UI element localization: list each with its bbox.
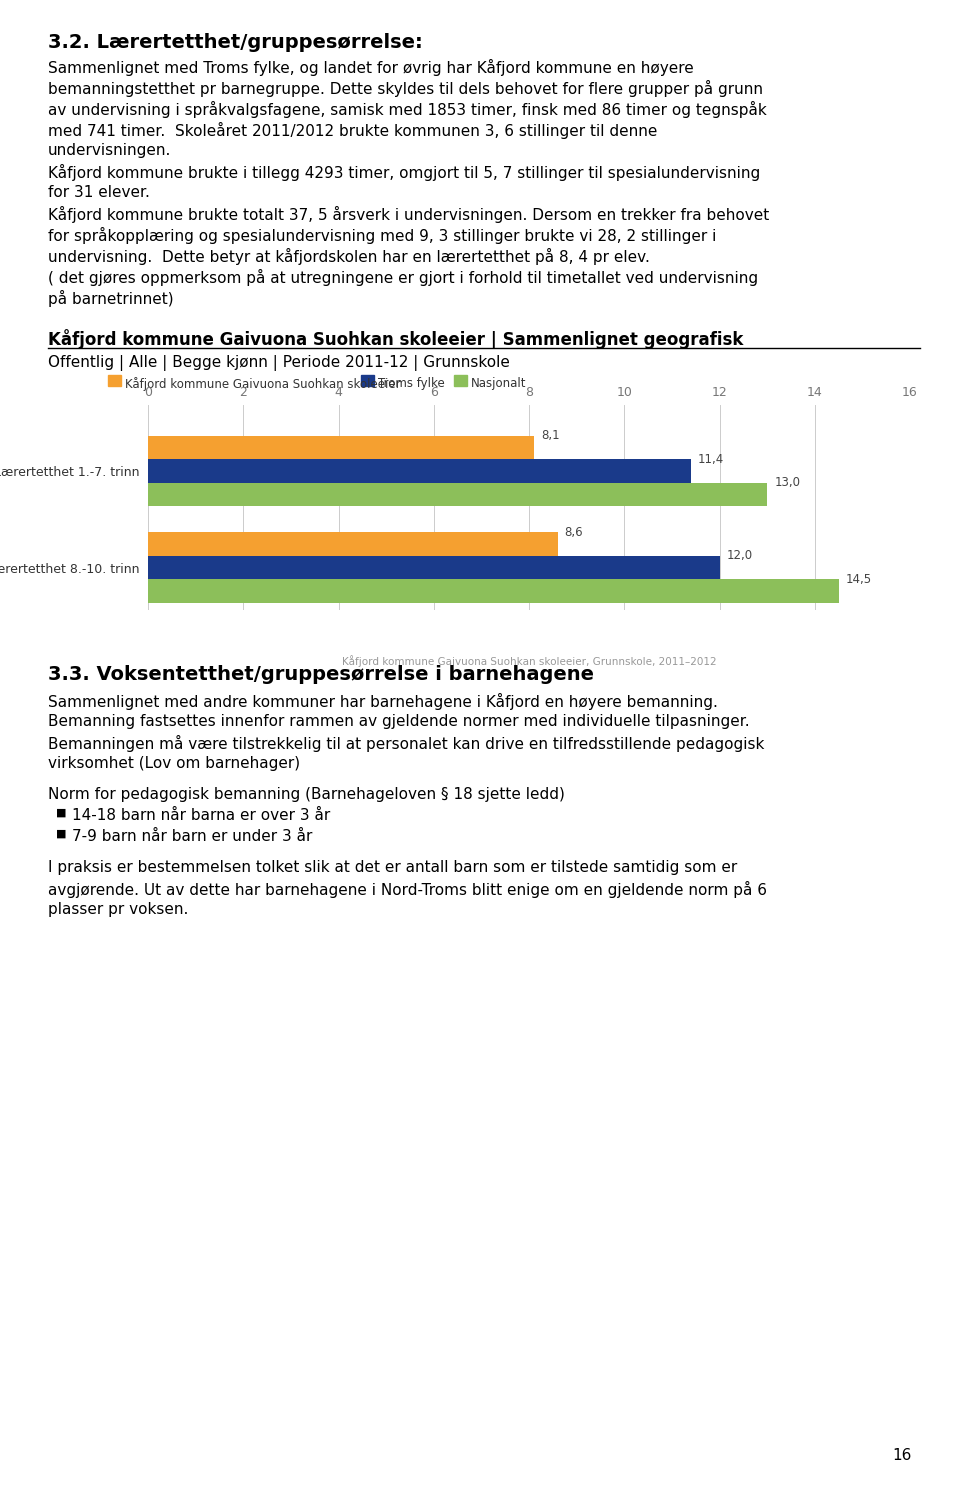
Text: for 31 elever.: for 31 elever. <box>48 185 150 200</box>
Text: av undervisning i språkvalgsfagene, samisk med 1853 timer, finsk med 86 timer og: av undervisning i språkvalgsfagene, sami… <box>48 101 767 118</box>
Text: 14-18 barn når barna er over 3 år: 14-18 barn når barna er over 3 år <box>72 808 330 823</box>
Text: med 741 timer.  Skoleåret 2011/2012 brukte kommunen 3, 6 stillinger til denne: med 741 timer. Skoleåret 2011/2012 brukt… <box>48 122 658 139</box>
Text: 11,4: 11,4 <box>698 453 724 465</box>
Text: Bemanning fastsettes innenfor rammen av gjeldende normer med individuelle tilpas: Bemanning fastsettes innenfor rammen av … <box>48 714 750 729</box>
Text: undervisningen.: undervisningen. <box>48 143 172 158</box>
Text: ■: ■ <box>56 829 66 839</box>
Text: Kåfjord kommune Gaivuona Suohkan skoleeier | Sammenlignet geografisk: Kåfjord kommune Gaivuona Suohkan skoleei… <box>48 330 743 349</box>
Text: Troms fylke: Troms fylke <box>378 377 445 391</box>
Bar <box>148 580 839 602</box>
Text: 12,0: 12,0 <box>727 549 753 562</box>
Text: Kåfjord kommune brukte i tillegg 4293 timer, omgjort til 5, 7 stillinger til spe: Kåfjord kommune brukte i tillegg 4293 ti… <box>48 164 760 180</box>
Text: på barnetrinnet): på barnetrinnet) <box>48 291 174 307</box>
Text: 14,5: 14,5 <box>846 573 872 586</box>
Bar <box>108 376 121 386</box>
Text: I praksis er bestemmelsen tolket slik at det er antall barn som er tilstede samt: I praksis er bestemmelsen tolket slik at… <box>48 860 737 875</box>
Text: Kåfjord kommune Gaivuona Suohkan skoleeier: Kåfjord kommune Gaivuona Suohkan skoleei… <box>125 377 400 391</box>
Bar <box>148 483 767 507</box>
Text: ■: ■ <box>56 808 66 819</box>
Bar <box>148 556 719 580</box>
Text: 3.2. Lærertetthet/gruppesørrelse:: 3.2. Lærertetthet/gruppesørrelse: <box>48 33 422 52</box>
Text: 13,0: 13,0 <box>775 476 801 489</box>
Text: bemanningstetthet pr barnegruppe. Dette skyldes til dels behovet for flere grupp: bemanningstetthet pr barnegruppe. Dette … <box>48 81 763 97</box>
Text: 7-9 barn når barn er under 3 år: 7-9 barn når barn er under 3 år <box>72 829 312 844</box>
Text: virksomhet (Lov om barnehager): virksomhet (Lov om barnehager) <box>48 756 300 771</box>
Text: Kåfjord kommune brukte totalt 37, 5 årsverk i undervisningen. Dersom en trekker : Kåfjord kommune brukte totalt 37, 5 årsv… <box>48 206 769 224</box>
Text: avgjørende. Ut av dette har barnehagene i Nord-Troms blitt enige om en gjeldende: avgjørende. Ut av dette har barnehagene … <box>48 881 767 898</box>
Text: 3.3. Voksentetthet/gruppesørrelse i barnehagene: 3.3. Voksentetthet/gruppesørrelse i barn… <box>48 665 594 684</box>
Text: Norm for pedagogisk bemanning (Barnehageloven § 18 sjette ledd): Norm for pedagogisk bemanning (Barnehage… <box>48 787 564 802</box>
Text: plasser pr voksen.: plasser pr voksen. <box>48 902 188 917</box>
Bar <box>148 435 534 459</box>
Text: Sammenlignet med Troms fylke, og landet for øvrig har Kåfjord kommune en høyere: Sammenlignet med Troms fylke, og landet … <box>48 60 694 76</box>
Text: 8,6: 8,6 <box>564 526 584 538</box>
Text: undervisning.  Dette betyr at kåfjordskolen har en lærertetthet på 8, 4 pr elev.: undervisning. Dette betyr at kåfjordskol… <box>48 248 650 265</box>
Text: for språkopplæring og spesialundervisning med 9, 3 stillinger brukte vi 28, 2 st: for språkopplæring og spesialundervisnin… <box>48 227 716 245</box>
Bar <box>361 376 374 386</box>
Text: Bemanningen må være tilstrekkelig til at personalet kan drive en tilfredsstillen: Bemanningen må være tilstrekkelig til at… <box>48 735 764 751</box>
Bar <box>453 376 467 386</box>
Text: 16: 16 <box>893 1448 912 1463</box>
Text: Kåfjord kommune Gaivuona Suohkan skoleeier, Grunnskole, 2011–2012: Kåfjord kommune Gaivuona Suohkan skoleei… <box>342 655 716 666</box>
Text: Sammenlignet med andre kommuner har barnehagene i Kåfjord en høyere bemanning.: Sammenlignet med andre kommuner har barn… <box>48 693 718 710</box>
Bar <box>148 459 691 483</box>
Text: ( det gjøres oppmerksom på at utregningene er gjort i forhold til timetallet ved: ( det gjøres oppmerksom på at utregninge… <box>48 268 758 286</box>
Text: Nasjonalt: Nasjonalt <box>470 377 526 391</box>
Text: 8,1: 8,1 <box>540 429 560 443</box>
Text: Offentlig | Alle | Begge kjønn | Periode 2011-12 | Grunnskole: Offentlig | Alle | Begge kjønn | Periode… <box>48 355 510 371</box>
Bar <box>148 532 558 556</box>
